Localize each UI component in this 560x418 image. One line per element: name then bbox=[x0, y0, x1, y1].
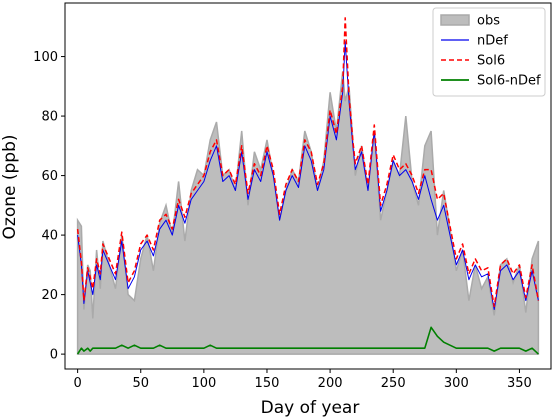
x-tick-label: 0 bbox=[73, 376, 81, 391]
x-tick-label: 350 bbox=[507, 376, 532, 391]
legend-label: Sol6 bbox=[477, 54, 505, 69]
legend-box bbox=[432, 7, 546, 97]
series-obs-area bbox=[76, 71, 540, 355]
x-axis-label: Day of year bbox=[261, 398, 360, 418]
series-sol6-ndef-line bbox=[76, 326, 539, 355]
y-tick-label: 0 bbox=[50, 348, 58, 363]
y-tick-label: 20 bbox=[41, 288, 58, 303]
legend-label: obs bbox=[477, 14, 500, 29]
x-tick-label: 150 bbox=[255, 376, 280, 391]
legend: obs nDef Sol6 Sol6-nDef bbox=[432, 7, 546, 97]
y-tick-label: 100 bbox=[33, 50, 58, 65]
x-tick-label: 50 bbox=[132, 376, 149, 391]
x-tick-label: 250 bbox=[381, 376, 406, 391]
series-sol6-line bbox=[76, 17, 540, 308]
x-tick-label: 200 bbox=[318, 376, 343, 391]
axes: 0 50 100 150 200 250 300 350 0 20 40 60 80 100 bbox=[33, 2, 552, 391]
y-axis-label: Ozone (ppb) bbox=[0, 135, 20, 240]
series-ndef-line bbox=[77, 41, 539, 310]
legend-swatch-obs bbox=[440, 14, 470, 26]
plot-area bbox=[76, 17, 540, 355]
legend-label: nDef bbox=[477, 34, 508, 49]
y-tick-label: 60 bbox=[41, 169, 58, 184]
x-tick-label: 300 bbox=[444, 376, 469, 391]
y-tick-label: 40 bbox=[41, 229, 58, 244]
plot-frame bbox=[64, 2, 552, 370]
legend-label: Sol6-nDef bbox=[477, 74, 541, 89]
x-tick-label: 100 bbox=[191, 376, 216, 391]
y-tick-label: 80 bbox=[41, 110, 58, 125]
